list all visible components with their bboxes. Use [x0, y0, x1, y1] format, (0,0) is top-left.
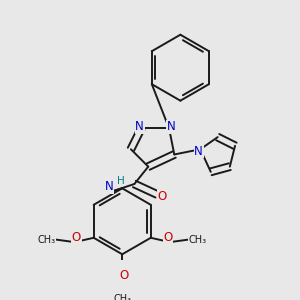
Text: O: O: [158, 190, 167, 202]
Text: O: O: [119, 268, 129, 282]
Text: N: N: [105, 180, 114, 193]
Text: H: H: [117, 176, 124, 185]
Text: CH₃: CH₃: [113, 294, 131, 300]
Text: CH₃: CH₃: [38, 235, 56, 244]
Text: O: O: [72, 231, 81, 244]
Text: N: N: [167, 120, 175, 133]
Text: CH₃: CH₃: [189, 235, 207, 244]
Text: O: O: [164, 231, 173, 244]
Text: N: N: [135, 120, 144, 133]
Text: N: N: [194, 145, 203, 158]
